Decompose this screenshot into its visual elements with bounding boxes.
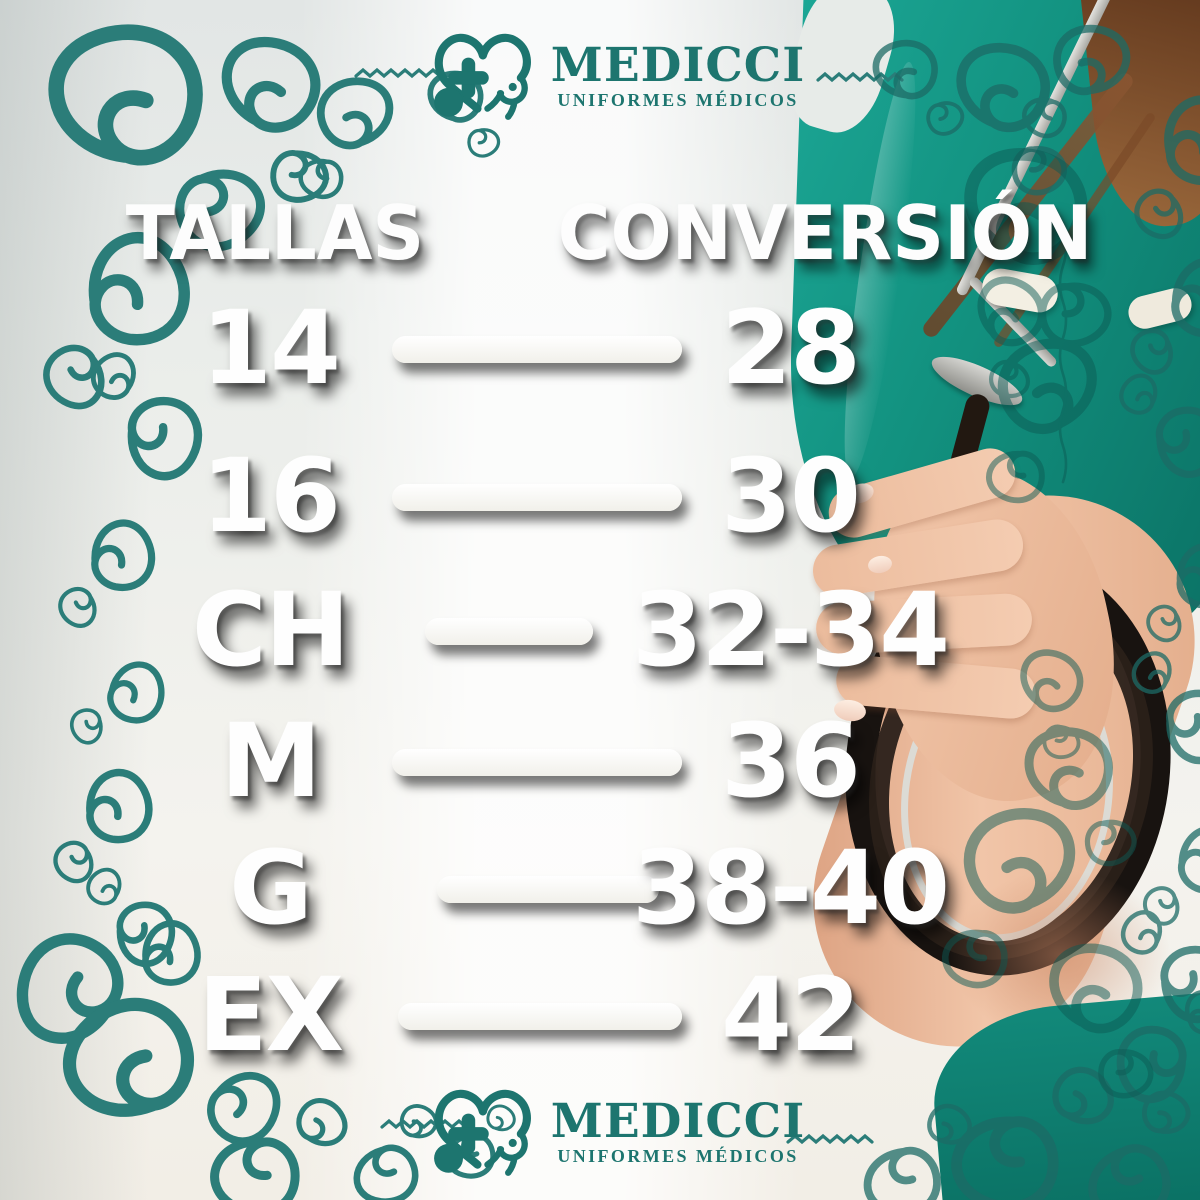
- row-divider-bar: [392, 484, 682, 511]
- column-header-tallas: TALLAS: [125, 189, 425, 277]
- size-table-row: M 36: [0, 698, 1200, 826]
- talla-value: 16: [201, 437, 341, 556]
- size-table-row: CH 32-34: [0, 564, 1200, 698]
- row-divider-bar: [425, 618, 593, 645]
- row-divider-bar: [392, 336, 682, 363]
- size-table-row: 16 30: [0, 430, 1200, 564]
- talla-value: 14: [201, 289, 341, 408]
- talla-value: CH: [191, 571, 350, 690]
- fabric-flourish-overlay: [904, 142, 1193, 1114]
- column-header-conversion: CONVERSIÓN: [557, 189, 1093, 277]
- conversion-value: 32-34: [631, 571, 950, 690]
- conversion-value: 42: [721, 956, 861, 1075]
- brand-logo-text: MEDICCI UNIFORMES MÉDICOS: [551, 42, 805, 112]
- brand-name: MEDICCI: [550, 38, 806, 94]
- talla-value: M: [220, 702, 322, 821]
- size-table-rows: 14 28 16 30 CH 32-34 M 36 G 38-40 EX: [0, 282, 1200, 1080]
- conversion-value: 36: [721, 702, 861, 821]
- size-table-row: G 38-40: [0, 826, 1200, 952]
- talla-value: EX: [197, 956, 344, 1075]
- brand-logo-bottom: MEDICCI UNIFORMES MÉDICOS: [425, 1086, 805, 1180]
- row-divider-bar: [392, 749, 682, 776]
- brand-logo-text: MEDICCI UNIFORMES MÉDICOS: [551, 1098, 805, 1168]
- brand-tagline: UNIFORMES MÉDICOS: [557, 90, 799, 111]
- talla-value: G: [229, 829, 313, 948]
- row-divider-bar: [437, 876, 659, 903]
- conversion-value: 30: [721, 437, 861, 556]
- row-divider-bar: [398, 1003, 682, 1030]
- brand-logo-top: MEDICCI UNIFORMES MÉDICOS: [425, 30, 805, 124]
- brand-name: MEDICCI: [550, 1094, 806, 1150]
- brand-tagline: UNIFORMES MÉDICOS: [557, 1146, 799, 1167]
- heart-stethoscope-icon: [425, 30, 543, 124]
- heart-stethoscope-icon: [425, 1086, 543, 1180]
- conversion-value: 38-40: [631, 829, 950, 948]
- size-table-row: 14 28: [0, 282, 1200, 416]
- conversion-value: 28: [721, 289, 861, 408]
- size-table-row: EX 42: [0, 952, 1200, 1080]
